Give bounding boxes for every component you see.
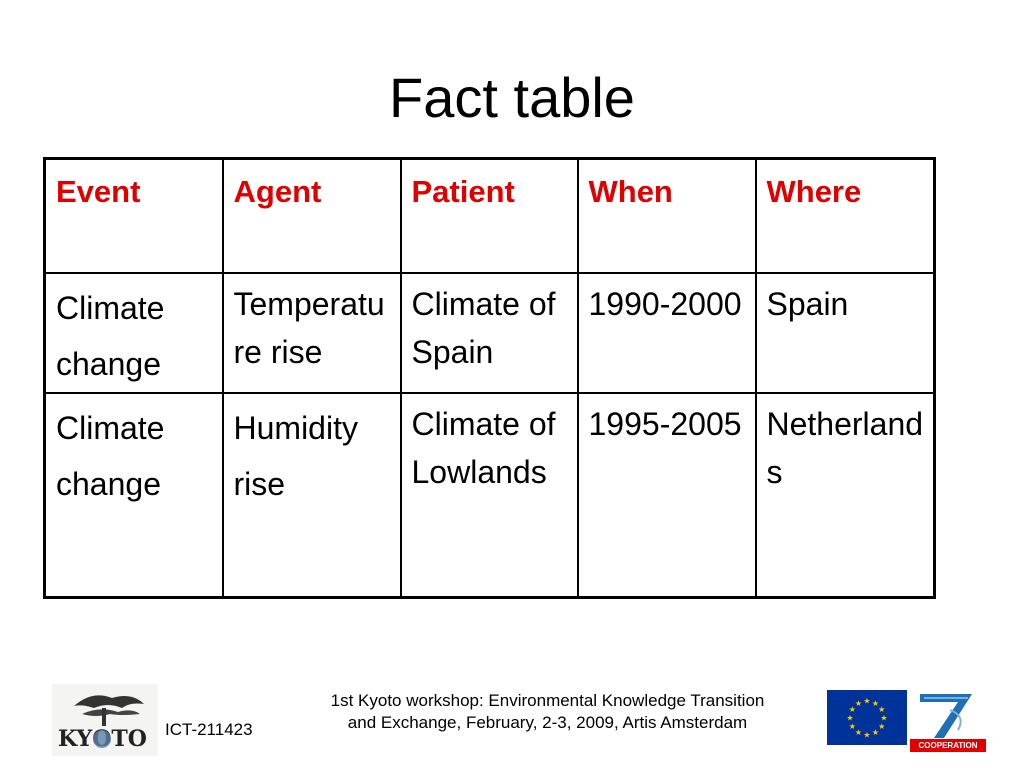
cell-event: Climate change [43,272,224,394]
eu-star-icon: ★ [849,705,856,714]
cell-where: Spain [754,272,936,394]
table-row: Climate change Temperature rise Climate … [43,272,936,394]
cell-where: Netherlands [754,392,936,599]
eu-star-icon: ★ [880,714,887,723]
header-when: When [576,157,757,274]
table-header-row: Event Agent Patient When Where [43,157,936,274]
workshop-line-2: and Exchange, February, 2-3, 2009, Artis… [347,713,748,732]
eu-star-icon: ★ [855,699,862,708]
slide-title: Fact table [389,66,635,129]
workshop-line-1: 1st Kyoto workshop: Environmental Knowle… [330,691,765,710]
eu-star-icon: ★ [849,722,856,731]
header-where: Where [754,157,936,274]
header-event: Event [43,157,224,274]
eu-star-icon: ★ [846,714,853,723]
table-row: Climate change Humidity rise Climate of … [43,392,936,599]
eu-flag-icon: ★ ★ ★ ★ ★ ★ ★ ★ ★ ★ ★ ★ [827,690,907,745]
fp7-cooperation-label: COOPERATION [910,739,986,752]
fact-table: Event Agent Patient When Where Climate c… [43,157,936,599]
cell-patient: Climate of Lowlands [399,392,579,599]
cell-event: Climate change [43,392,224,599]
eu-star-icon: ★ [863,731,870,740]
cell-patient: Climate of Spain [399,272,579,394]
eu-star-icon: ★ [878,722,885,731]
eu-star-icon: ★ [878,705,885,714]
header-patient: Patient [399,157,579,274]
cell-agent: Temperature rise [221,272,402,394]
eu-star-icon: ★ [855,728,862,737]
workshop-caption: 1st Kyoto workshop: Environmental Knowle… [280,690,815,734]
eu-star-icon: ★ [872,699,879,708]
eu-star-icon: ★ [863,697,870,706]
project-code: ICT-211423 [165,720,253,739]
kyoto-logo: KYOTO [52,684,158,756]
fp7-logo: COOPERATION [910,690,986,752]
eu-star-icon: ★ [872,728,879,737]
cell-agent: Humidity rise [221,392,402,599]
cell-when: 1990-2000 [576,272,757,394]
cell-when: 1995-2005 [576,392,757,599]
header-agent: Agent [221,157,402,274]
